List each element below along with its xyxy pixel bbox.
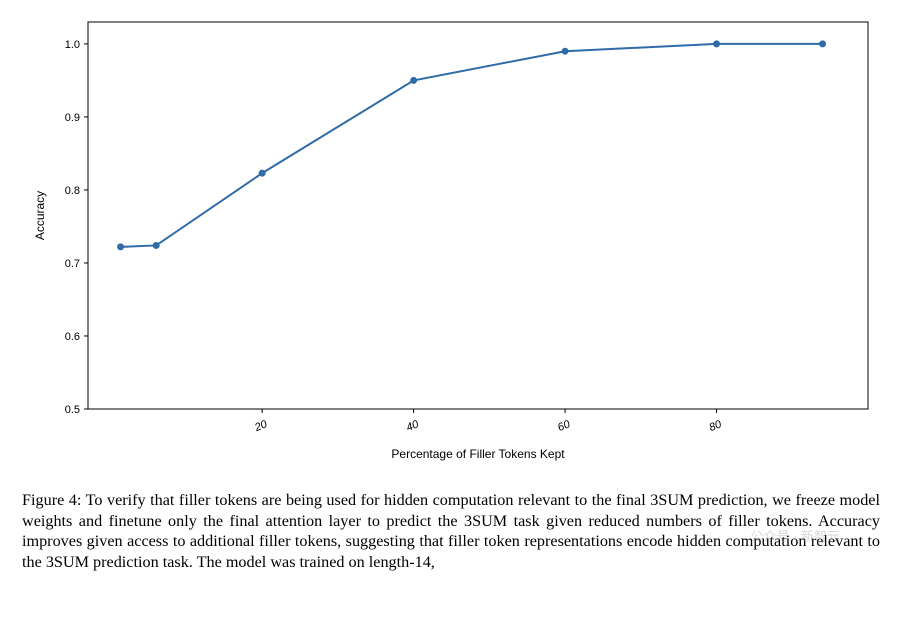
series-marker [411,77,417,83]
x-tick-label: 20 [252,418,270,434]
series-marker [562,48,568,54]
series-marker [259,170,265,176]
figure-caption: Figure 4: To verify that filler tokens a… [22,490,880,573]
y-tick-label: 0.9 [65,112,80,124]
accuracy-line-chart: 20 40 60 80 0.5 0.6 0.7 0.8 0.9 1.0 Percentage of … [28,14,878,464]
x-axis-label: Percentage of Filler Tokens Kept [391,447,565,461]
y-tick-label: 0.8 [65,185,80,197]
x-tick-label: 80 [707,418,724,434]
caption-text: To verify that filler tokens are being u… [22,491,880,571]
series-marker [153,242,159,248]
y-tick-label: 0.5 [65,404,80,416]
y-axis-label: Accuracy [33,191,47,240]
chart-container: 20 40 60 80 0.5 0.6 0.7 0.8 0.9 1.0 Percentage of … [28,14,878,464]
x-tick-label: 60 [556,418,573,434]
y-tick-label: 1.0 [65,39,80,51]
x-tick-label: 40 [405,418,422,434]
y-tick-label: 0.6 [65,331,80,343]
series-marker [118,244,124,250]
caption-label: Figure 4: [22,491,81,509]
series-marker [820,41,826,47]
series-marker [714,41,720,47]
y-tick-label: 0.7 [65,258,80,270]
